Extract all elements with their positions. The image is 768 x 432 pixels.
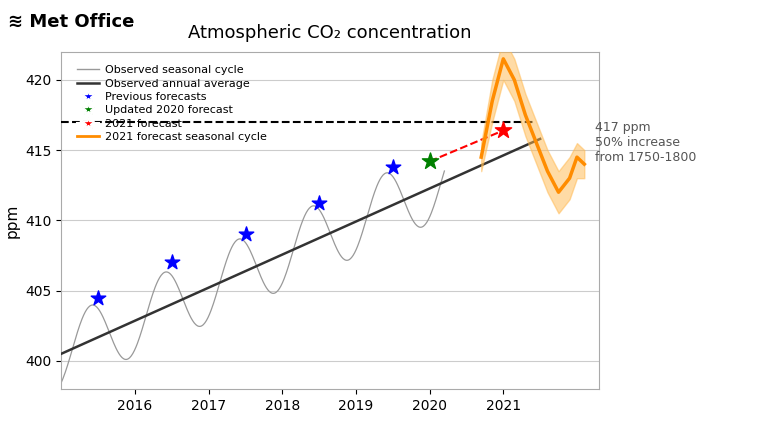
Point xyxy=(313,200,326,207)
Text: 417 ppm
50% increase
from 1750-1800: 417 ppm 50% increase from 1750-1800 xyxy=(595,121,697,164)
Point xyxy=(423,158,435,165)
Text: ≋ Met Office: ≋ Met Office xyxy=(8,13,134,31)
Point xyxy=(92,294,104,301)
Y-axis label: ppm: ppm xyxy=(5,203,20,238)
Point xyxy=(240,231,252,238)
Title: Atmospheric CO₂ concentration: Atmospheric CO₂ concentration xyxy=(188,24,472,42)
Point xyxy=(497,127,509,134)
Point xyxy=(166,259,178,266)
Legend: Observed seasonal cycle, Observed annual average, Previous forecasts, Updated 20: Observed seasonal cycle, Observed annual… xyxy=(72,61,271,146)
Point xyxy=(387,163,399,170)
